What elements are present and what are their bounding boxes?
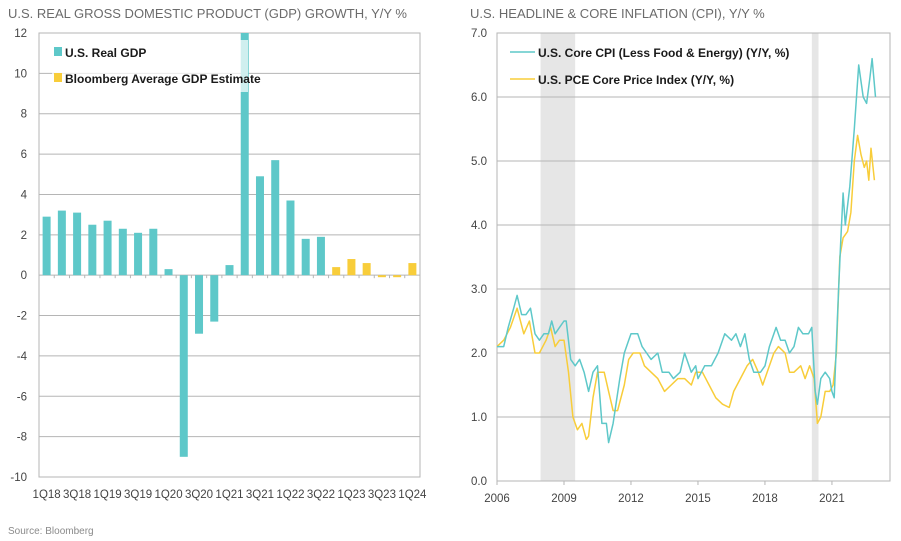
- inflation-legend-label-core-cpi: U.S. Core CPI (Less Food & Energy) (Y/Y,…: [538, 46, 789, 60]
- gdp-bar-3Q18: [73, 212, 82, 276]
- gdp-bar-1Q23: [347, 259, 356, 276]
- gdp-bar-3Q23: [377, 275, 386, 278]
- inflation-x-tick-label: 2006: [484, 493, 510, 505]
- gdp-bar-4Q18: [88, 224, 97, 276]
- gdp-bar-3Q20: [195, 275, 204, 334]
- gdp-bar-4Q19: [149, 228, 158, 276]
- pce-core-line: [496, 134, 876, 441]
- gdp-y-tick-label: 2: [21, 230, 27, 242]
- gdp-bar-4Q23: [393, 275, 402, 278]
- gdp-legend-label-estimate: Bloomberg Average GDP Estimate: [65, 72, 261, 86]
- gdp-bar-3Q21: [255, 176, 264, 276]
- inflation-y-tick-label: 4.0: [471, 220, 487, 232]
- gdp-bar-2Q18: [57, 210, 66, 276]
- gdp-legend-label-real-gdp: U.S. Real GDP: [65, 46, 146, 60]
- gdp-chart: U.S. REAL GROSS DOMESTIC PRODUCT (GDP) G…: [8, 6, 427, 501]
- inflation-y-tick-label: 7.0: [471, 28, 487, 40]
- gdp-legend-background: [52, 40, 248, 92]
- inflation-y-tick-label: 1.0: [471, 412, 487, 424]
- gdp-x-tick-label: 3Q20: [185, 489, 213, 501]
- core-cpi-line: [497, 57, 877, 444]
- gdp-bar-2Q22: [301, 238, 310, 276]
- gdp-x-tick-label: 3Q21: [246, 489, 274, 501]
- gdp-y-tick-label: -6: [17, 391, 27, 403]
- gdp-x-tick-label: 1Q20: [154, 489, 182, 501]
- gdp-y-tick-label: 12: [14, 28, 27, 40]
- gdp-bar-4Q22: [332, 267, 341, 276]
- inflation-y-tick-label: 6.0: [471, 92, 487, 104]
- gdp-y-tick-label: 6: [21, 149, 27, 161]
- gdp-x-tick-label: 3Q19: [124, 489, 152, 501]
- gdp-x-tick-label: 3Q22: [307, 489, 335, 501]
- gdp-legend-swatch-estimate: [54, 73, 62, 82]
- gdp-x-tick-label: 1Q22: [276, 489, 304, 501]
- gdp-x-tick-label: 1Q19: [94, 489, 122, 501]
- gdp-y-tick-label: -8: [17, 432, 27, 444]
- gdp-bar-3Q22: [316, 236, 325, 276]
- inflation-legend-label-pce: U.S. PCE Core Price Index (Y/Y, %): [538, 73, 734, 87]
- recession-shading: [540, 33, 576, 481]
- inflation-chart-title: U.S. HEADLINE & CORE INFLATION (CPI), Y/…: [470, 6, 765, 21]
- gdp-x-tick-label: 3Q23: [368, 489, 396, 501]
- inflation-chart: U.S. HEADLINE & CORE INFLATION (CPI), Y/…: [470, 6, 891, 505]
- inflation-y-tick-label: 2.0: [471, 348, 487, 360]
- gdp-bar-4Q20: [210, 275, 219, 322]
- inflation-y-tick-label: 0.0: [471, 476, 487, 488]
- gdp-x-tick-label: 1Q18: [33, 489, 61, 501]
- recession-shading: [811, 33, 819, 481]
- gdp-bar-1Q19: [103, 220, 112, 276]
- gdp-y-tick-label: 10: [14, 68, 27, 80]
- gdp-bar-1Q18: [42, 216, 51, 276]
- gdp-chart-title: U.S. REAL GROSS DOMESTIC PRODUCT (GDP) G…: [8, 6, 407, 21]
- gdp-bar-2Q20: [179, 275, 188, 457]
- inflation-y-tick-label: 3.0: [471, 284, 487, 296]
- gdp-bar-2Q21: [240, 33, 249, 276]
- gdp-bar-2Q19: [118, 228, 127, 276]
- gdp-bar-4Q21: [271, 160, 280, 276]
- gdp-x-tick-label: 1Q21: [215, 489, 243, 501]
- gdp-y-tick-label: 4: [21, 189, 28, 201]
- gdp-bar-3Q19: [134, 232, 143, 276]
- inflation-y-tick-label: 5.0: [471, 156, 487, 168]
- gdp-legend-swatch-real-gdp: [54, 47, 62, 56]
- inflation-x-tick-label: 2015: [685, 493, 711, 505]
- gdp-y-tick-label: -2: [17, 311, 27, 323]
- gdp-bar-1Q20: [164, 269, 173, 276]
- gdp-bar-1Q21: [225, 265, 234, 276]
- gdp-bar-2Q23: [362, 263, 371, 276]
- gdp-y-tick-label: -10: [10, 472, 27, 484]
- inflation-x-tick-label: 2009: [551, 493, 577, 505]
- gdp-bar-1Q24: [408, 263, 417, 276]
- inflation-x-tick-label: 2018: [752, 493, 778, 505]
- gdp-legend: U.S. Real GDP Bloomberg Average GDP Esti…: [52, 40, 261, 92]
- source-note: Source: Bloomberg: [8, 526, 94, 537]
- gdp-y-tick-label: 8: [21, 109, 27, 121]
- gdp-y-tick-label: 0: [21, 270, 27, 282]
- gdp-x-tick-label: 1Q23: [337, 489, 365, 501]
- gdp-x-tick-label: 3Q18: [63, 489, 91, 501]
- gdp-plot-frame: [38, 32, 421, 478]
- inflation-plot-frame: [496, 32, 891, 482]
- inflation-x-tick-label: 2021: [819, 493, 845, 505]
- gdp-x-tick-label: 1Q24: [398, 489, 427, 501]
- inflation-legend: U.S. Core CPI (Less Food & Energy) (Y/Y,…: [510, 46, 789, 87]
- inflation-x-tick-label: 2012: [618, 493, 644, 505]
- gdp-bar-1Q22: [286, 200, 295, 276]
- gdp-y-tick-label: -4: [17, 351, 28, 363]
